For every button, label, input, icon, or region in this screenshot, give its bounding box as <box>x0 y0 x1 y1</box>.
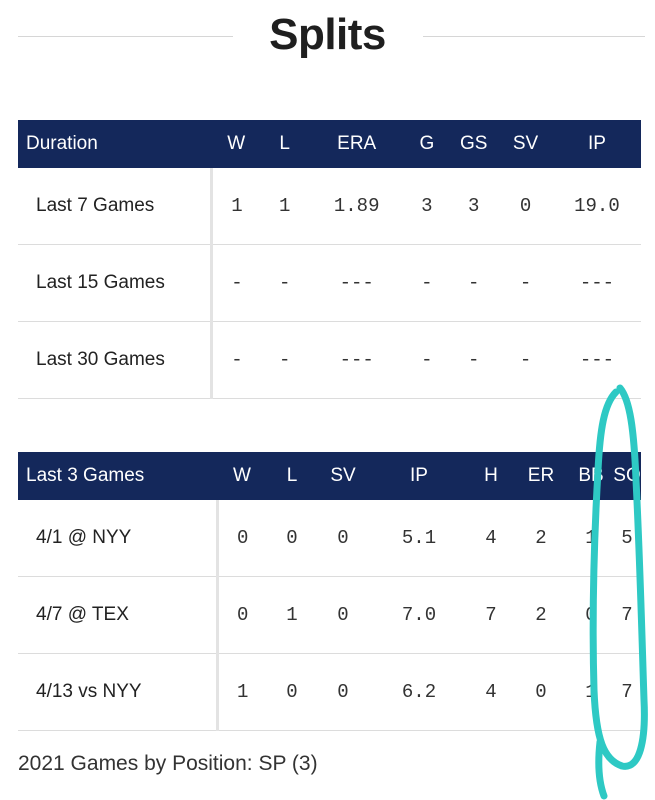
table-row: 4/1 @ NYY 0 0 0 5.1 4 2 1 5 <box>18 500 641 577</box>
cell-era: --- <box>308 244 405 322</box>
cell-h: 7 <box>469 576 513 654</box>
cell-er: 0 <box>513 653 569 731</box>
cell-sv: - <box>498 321 553 399</box>
cell-g: - <box>404 321 450 399</box>
cell-l: 0 <box>267 653 317 731</box>
cell-w: - <box>211 244 261 322</box>
cell-bb: 0 <box>569 576 613 654</box>
cell-sv: - <box>498 244 553 322</box>
cell-ip: 5.1 <box>369 500 469 577</box>
column-header-h[interactable]: H <box>469 452 513 500</box>
table-header-row: Duration W L ERA G GS SV IP <box>18 120 641 168</box>
cell-g: 3 <box>404 168 450 245</box>
last-games-table: Last 3 Games W L SV IP H ER BB SO 4/1 @ … <box>18 452 641 731</box>
cell-era: 1.89 <box>308 168 405 245</box>
cell-era: --- <box>308 321 405 399</box>
cell-er: 2 <box>513 576 569 654</box>
cell-w: 0 <box>217 576 267 654</box>
cell-bb: 1 <box>569 653 613 731</box>
cell-sv: 0 <box>317 576 369 654</box>
cell-so: 7 <box>613 576 641 654</box>
column-header-l[interactable]: L <box>260 120 309 168</box>
row-label: 4/7 @ TEX <box>18 576 219 654</box>
row-label: Last 7 Games <box>18 168 214 245</box>
cell-gs: - <box>449 244 499 322</box>
cell-g: - <box>404 244 450 322</box>
cell-w: 1 <box>211 168 261 245</box>
duration-table-container[interactable]: Duration W L ERA G GS SV IP Last 7 Games… <box>18 120 641 402</box>
column-header-last-3-games[interactable]: Last 3 Games <box>18 452 217 500</box>
column-header-l[interactable]: L <box>267 452 317 500</box>
cell-ip: --- <box>552 321 641 399</box>
cell-sv: 0 <box>317 653 369 731</box>
title-divider-right <box>423 36 645 37</box>
table-header-row: Last 3 Games W L SV IP H ER BB SO <box>18 452 641 500</box>
cell-w: - <box>211 321 261 399</box>
row-label: Last 15 Games <box>18 244 214 322</box>
column-header-sv[interactable]: SV <box>317 452 369 500</box>
column-header-bb[interactable]: BB <box>569 452 613 500</box>
cell-w: 1 <box>217 653 267 731</box>
cell-er: 2 <box>513 500 569 577</box>
cell-l: 1 <box>267 576 317 654</box>
row-label: Last 30 Games <box>18 321 214 399</box>
cell-l: - <box>260 321 309 399</box>
column-header-ip[interactable]: IP <box>369 452 469 500</box>
cell-ip: --- <box>552 244 641 322</box>
column-header-gs[interactable]: GS <box>449 120 499 168</box>
cell-ip: 19.0 <box>552 168 641 245</box>
cell-sv: 0 <box>317 500 369 577</box>
table-row: 4/13 vs NYY 1 0 0 6.2 4 0 1 7 <box>18 653 641 731</box>
cell-w: 0 <box>217 500 267 577</box>
cell-ip: 7.0 <box>369 576 469 654</box>
column-header-so[interactable]: SO <box>613 452 641 500</box>
column-header-w[interactable]: W <box>211 120 261 168</box>
column-header-sv[interactable]: SV <box>498 120 553 168</box>
cell-sv: 0 <box>498 168 553 245</box>
cell-gs: 3 <box>449 168 499 245</box>
cell-h: 4 <box>469 500 513 577</box>
cell-l: - <box>260 244 309 322</box>
table-row: 4/7 @ TEX 0 1 0 7.0 7 2 0 7 <box>18 576 641 654</box>
column-header-era[interactable]: ERA <box>308 120 405 168</box>
page-header: Splits <box>0 0 655 70</box>
cell-bb: 1 <box>569 500 613 577</box>
cell-so: 5 <box>613 500 641 577</box>
title-divider-left <box>18 36 233 37</box>
column-header-duration[interactable]: Duration <box>18 120 212 168</box>
table-row: Last 15 Games - - --- - - - --- <box>18 244 641 322</box>
cell-gs: - <box>449 321 499 399</box>
duration-splits-table: Duration W L ERA G GS SV IP Last 7 Games… <box>18 120 641 399</box>
cell-ip: 6.2 <box>369 653 469 731</box>
column-header-w[interactable]: W <box>217 452 267 500</box>
cell-l: 1 <box>260 168 309 245</box>
row-label: 4/13 vs NYY <box>18 653 219 731</box>
cell-l: 0 <box>267 500 317 577</box>
games-by-position-text: 2021 Games by Position: SP (3) <box>18 752 318 775</box>
column-header-ip[interactable]: IP <box>552 120 641 168</box>
column-header-er[interactable]: ER <box>513 452 569 500</box>
column-header-g[interactable]: G <box>404 120 450 168</box>
page-title: Splits <box>269 10 386 59</box>
cell-so: 7 <box>613 653 641 731</box>
table-row: Last 7 Games 1 1 1.89 3 3 0 19.0 <box>18 168 641 245</box>
table-row: Last 30 Games - - --- - - - --- <box>18 321 641 399</box>
cell-h: 4 <box>469 653 513 731</box>
row-label: 4/1 @ NYY <box>18 500 219 577</box>
